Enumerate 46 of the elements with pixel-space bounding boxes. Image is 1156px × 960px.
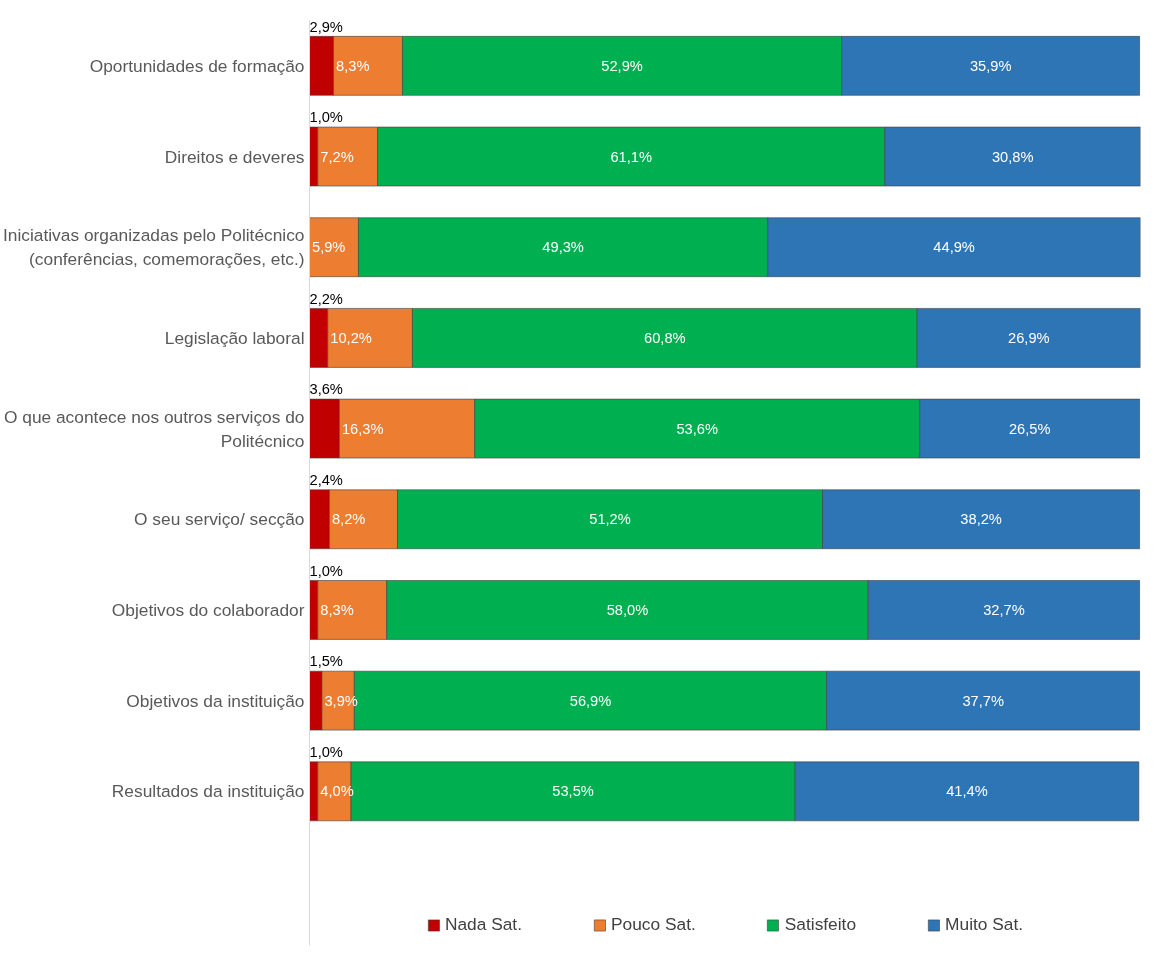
data-label: 35,9%	[969, 57, 1012, 74]
data-label: 5,9%	[311, 239, 346, 256]
data-label: 60,8%	[644, 329, 686, 346]
data-label: 26,5%	[1008, 420, 1051, 437]
y-tick-label: Direitos e deveres	[164, 146, 305, 167]
data-label: 56,9%	[569, 692, 612, 709]
data-label: 8,3%	[336, 57, 370, 74]
data-label: 2,9%	[309, 18, 343, 35]
data-label: 51,2%	[589, 511, 631, 528]
data-label: 37,7%	[962, 692, 1004, 709]
data-label: 2,2%	[309, 290, 343, 307]
data-label: 16,3%	[341, 420, 384, 437]
data-label: 49,3%	[542, 239, 584, 256]
data-label: 41,4%	[946, 783, 988, 800]
data-label: 1,0%	[309, 744, 343, 761]
data-label: 10,2%	[330, 329, 372, 346]
data-label: 44,9%	[933, 239, 975, 256]
legend-label: Muito Sat.	[945, 914, 1024, 935]
data-label: 1,0%	[309, 562, 343, 579]
y-tick-label: O seu serviço/ secção	[134, 509, 305, 530]
data-label: 30,8%	[991, 148, 1034, 165]
data-label: 7,2%	[320, 148, 354, 165]
y-tick-label: Objetivos do colaborador	[111, 599, 305, 620]
legend-label: Satisfeito	[784, 914, 857, 935]
data-label: 61,1%	[610, 148, 652, 165]
data-label: 8,2%	[331, 511, 366, 528]
data-label: 8,3%	[320, 601, 354, 618]
data-label: 3,6%	[309, 381, 343, 398]
y-tick-label: Resultados da instituição	[111, 781, 305, 802]
data-label: 2,4%	[309, 471, 343, 488]
data-label: 38,2%	[960, 511, 1002, 528]
data-label: 32,7%	[983, 601, 1025, 618]
data-label: 58,0%	[606, 601, 649, 618]
data-label: 53,6%	[676, 420, 718, 437]
data-label: 1,5%	[309, 653, 343, 670]
data-label: 52,9%	[601, 57, 643, 74]
y-tick-label: Iniciativas organizadas pelo Politécnico (conferências, comemorações, etc.)	[3, 225, 305, 270]
y-tick-label: O que acontece nos outros serviços do Politécnico	[3, 406, 305, 451]
legend-label: Nada Sat.	[444, 914, 522, 935]
data-label: 26,9%	[1008, 329, 1050, 346]
y-tick-label: Objetivos da instituição	[126, 690, 305, 711]
data-label: 53,5%	[552, 783, 594, 800]
y-tick-label: Legislação laboral	[164, 327, 305, 348]
legend-label: Pouco Sat.	[611, 914, 696, 935]
y-tick-label: Oportunidades de formação	[89, 55, 305, 76]
data-label: 1,0%	[309, 109, 343, 126]
